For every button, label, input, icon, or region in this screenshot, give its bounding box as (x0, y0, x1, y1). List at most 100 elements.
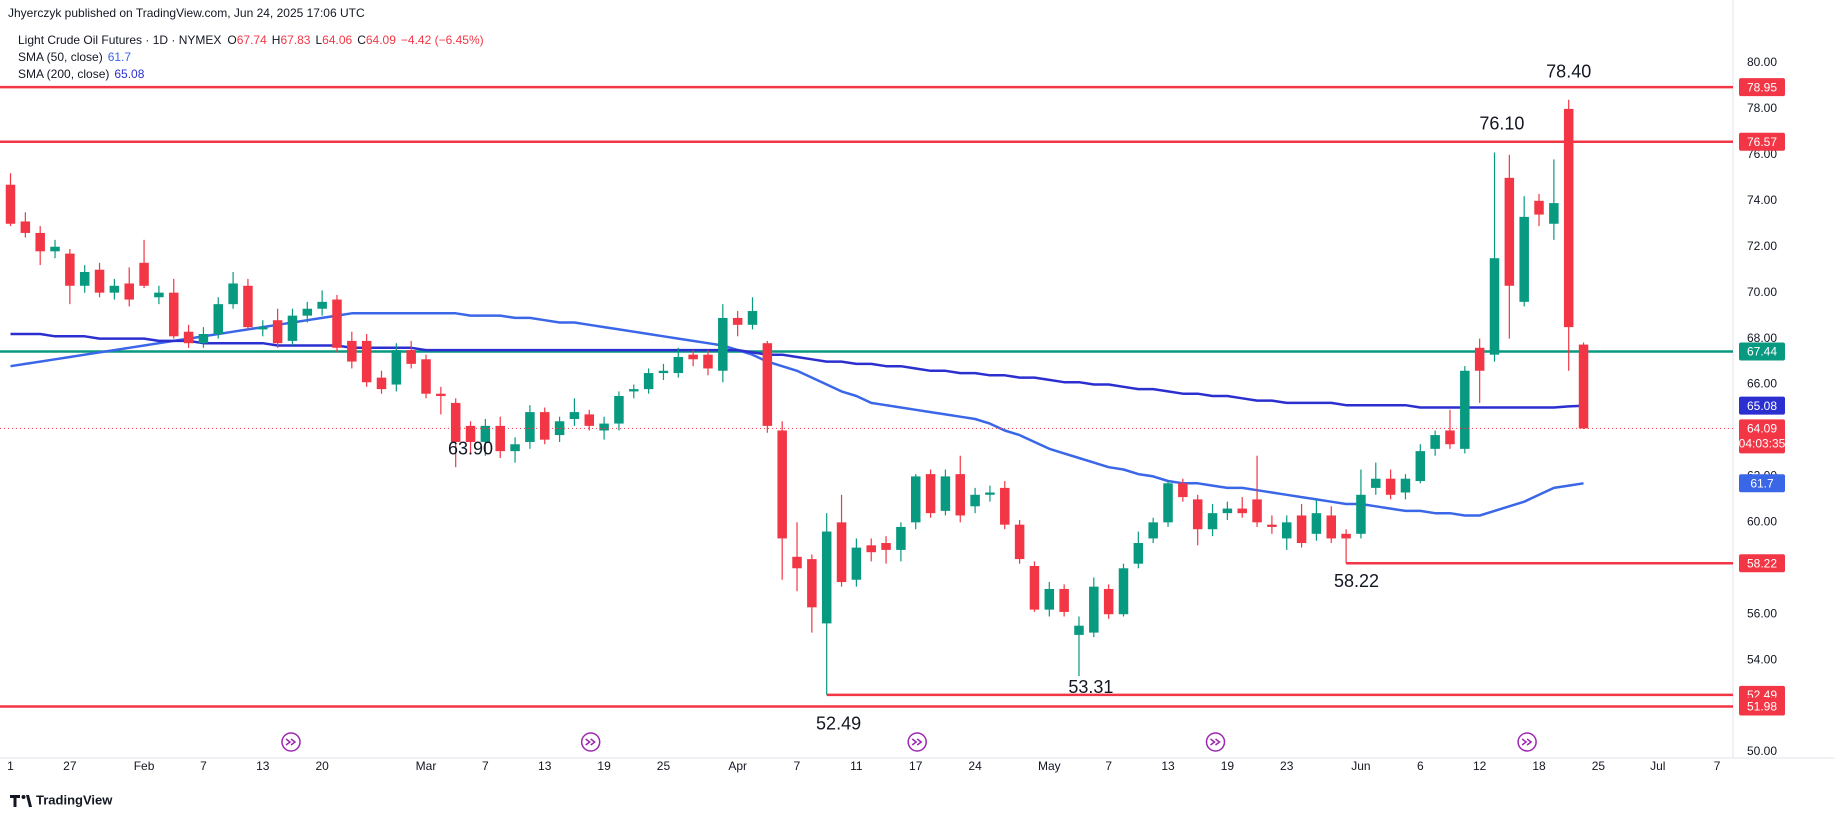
candle-body (480, 425, 491, 442)
legend-value: 65.08 (114, 67, 144, 81)
candle-body (361, 340, 372, 383)
candle-body (777, 430, 787, 539)
sma-line (10, 312, 1584, 517)
sma-tag-bg (1739, 474, 1785, 493)
price-annotation: 76.10 (1479, 113, 1524, 133)
candle-body (124, 283, 134, 300)
price-annotation: 63.90 (448, 439, 493, 459)
candle-body (406, 350, 416, 364)
candle-body (1400, 478, 1411, 493)
x-tick-label: 18 (1532, 759, 1546, 773)
candle-body (910, 476, 921, 523)
candle-body (450, 402, 461, 442)
price-annotation: 52.49 (816, 714, 861, 734)
candle-body (183, 331, 194, 344)
level-tag: 78.95 (1747, 80, 1777, 94)
candle-body (35, 232, 45, 252)
y-tick-label: 66.00 (1747, 377, 1777, 391)
candle-body (154, 292, 164, 298)
ohlc-label: L (315, 33, 322, 47)
price-annotation: 78.40 (1546, 61, 1591, 81)
candle-body (881, 543, 891, 550)
last-price-tag: 64.09 (1747, 422, 1777, 436)
ohlc-value: 64.09 (366, 33, 396, 47)
y-tick-label: 50.00 (1747, 744, 1777, 758)
symbol: Light Crude Oil Futures · 1D · NYMEX (18, 33, 221, 47)
candle-body (955, 474, 966, 516)
x-tick-label: 7 (1105, 759, 1112, 773)
candle-body (1222, 508, 1233, 514)
price-annotation: 53.31 (1068, 677, 1113, 697)
candle-body (20, 221, 31, 233)
event-icon (907, 732, 927, 752)
candle-body (1371, 478, 1381, 488)
candle-body (228, 283, 238, 305)
event-icon-arrow (911, 738, 923, 746)
x-tick-label: 25 (1592, 759, 1606, 773)
candle-body (272, 320, 283, 344)
y-tick-label: 68.00 (1747, 331, 1777, 345)
candle-body (584, 414, 595, 426)
y-tick-label: 78.00 (1747, 101, 1777, 115)
sma-legend: SMA (50, close) 61.7 (18, 50, 131, 64)
last-price-tag-bg (1739, 419, 1785, 454)
candle-body (1029, 565, 1040, 610)
event-icon-arrow (1521, 738, 1533, 746)
candle-body (703, 354, 713, 369)
candle-body (1474, 347, 1485, 371)
x-tick-label: Jul (1650, 759, 1665, 773)
x-tick-label: 12 (1473, 759, 1487, 773)
x-tick-label: Jun (1351, 759, 1370, 773)
candle-body (747, 311, 758, 325)
legend-value: 61.7 (108, 50, 132, 64)
change: −4.42 (−6.45%) (401, 33, 484, 47)
legend-name: SMA (50, close) (18, 50, 103, 64)
y-tick-label: 72.00 (1747, 239, 1777, 253)
candle-body (391, 350, 402, 385)
candle-body (539, 412, 550, 440)
candle-body (762, 343, 773, 426)
x-tick-label: 7 (1714, 759, 1721, 773)
x-tick-label: 23 (1280, 759, 1294, 773)
candle-body (836, 522, 847, 583)
candle-body (287, 315, 298, 341)
x-tick-label: 13 (1161, 759, 1175, 773)
candle-body (599, 423, 609, 431)
ohlc-value: 67.83 (280, 33, 310, 47)
event-icon (281, 732, 301, 752)
candle-body (302, 308, 313, 316)
candle-body (1207, 513, 1218, 530)
level-tag: 58.22 (1747, 556, 1777, 570)
symbol-legend: Light Crude Oil Futures · 1D · NYMEX O67.… (18, 33, 484, 47)
candle-body (436, 393, 446, 397)
candle-body (688, 354, 698, 360)
brand: TradingView (36, 792, 113, 807)
candle-body (258, 327, 268, 330)
candle-body (866, 545, 876, 553)
sma-tag-bg (1739, 396, 1785, 415)
candle-body (79, 271, 90, 286)
candle-body (643, 373, 654, 390)
candle-body (1252, 499, 1262, 523)
x-tick-label: 24 (968, 759, 982, 773)
candle-body (1519, 216, 1529, 302)
candle-body (1103, 588, 1114, 615)
candle-body (50, 246, 60, 252)
price-annotation: 58.22 (1334, 571, 1379, 591)
event-icon-arrow (285, 738, 297, 746)
candle-body (5, 184, 16, 224)
candle-body (970, 494, 980, 507)
x-tick-label: 11 (850, 759, 863, 773)
x-tick-label: May (1038, 759, 1061, 773)
x-tick-label: Apr (728, 759, 747, 773)
candle-body (1133, 543, 1144, 564)
candle-body (421, 359, 431, 394)
candle-body (1385, 478, 1396, 495)
candle-body (1089, 586, 1099, 633)
candle-body (1549, 203, 1559, 224)
candle-body (925, 474, 936, 514)
x-tick-label: 25 (657, 759, 671, 773)
x-tick-label: 7 (482, 759, 489, 773)
sma-tag: 65.08 (1747, 399, 1777, 413)
